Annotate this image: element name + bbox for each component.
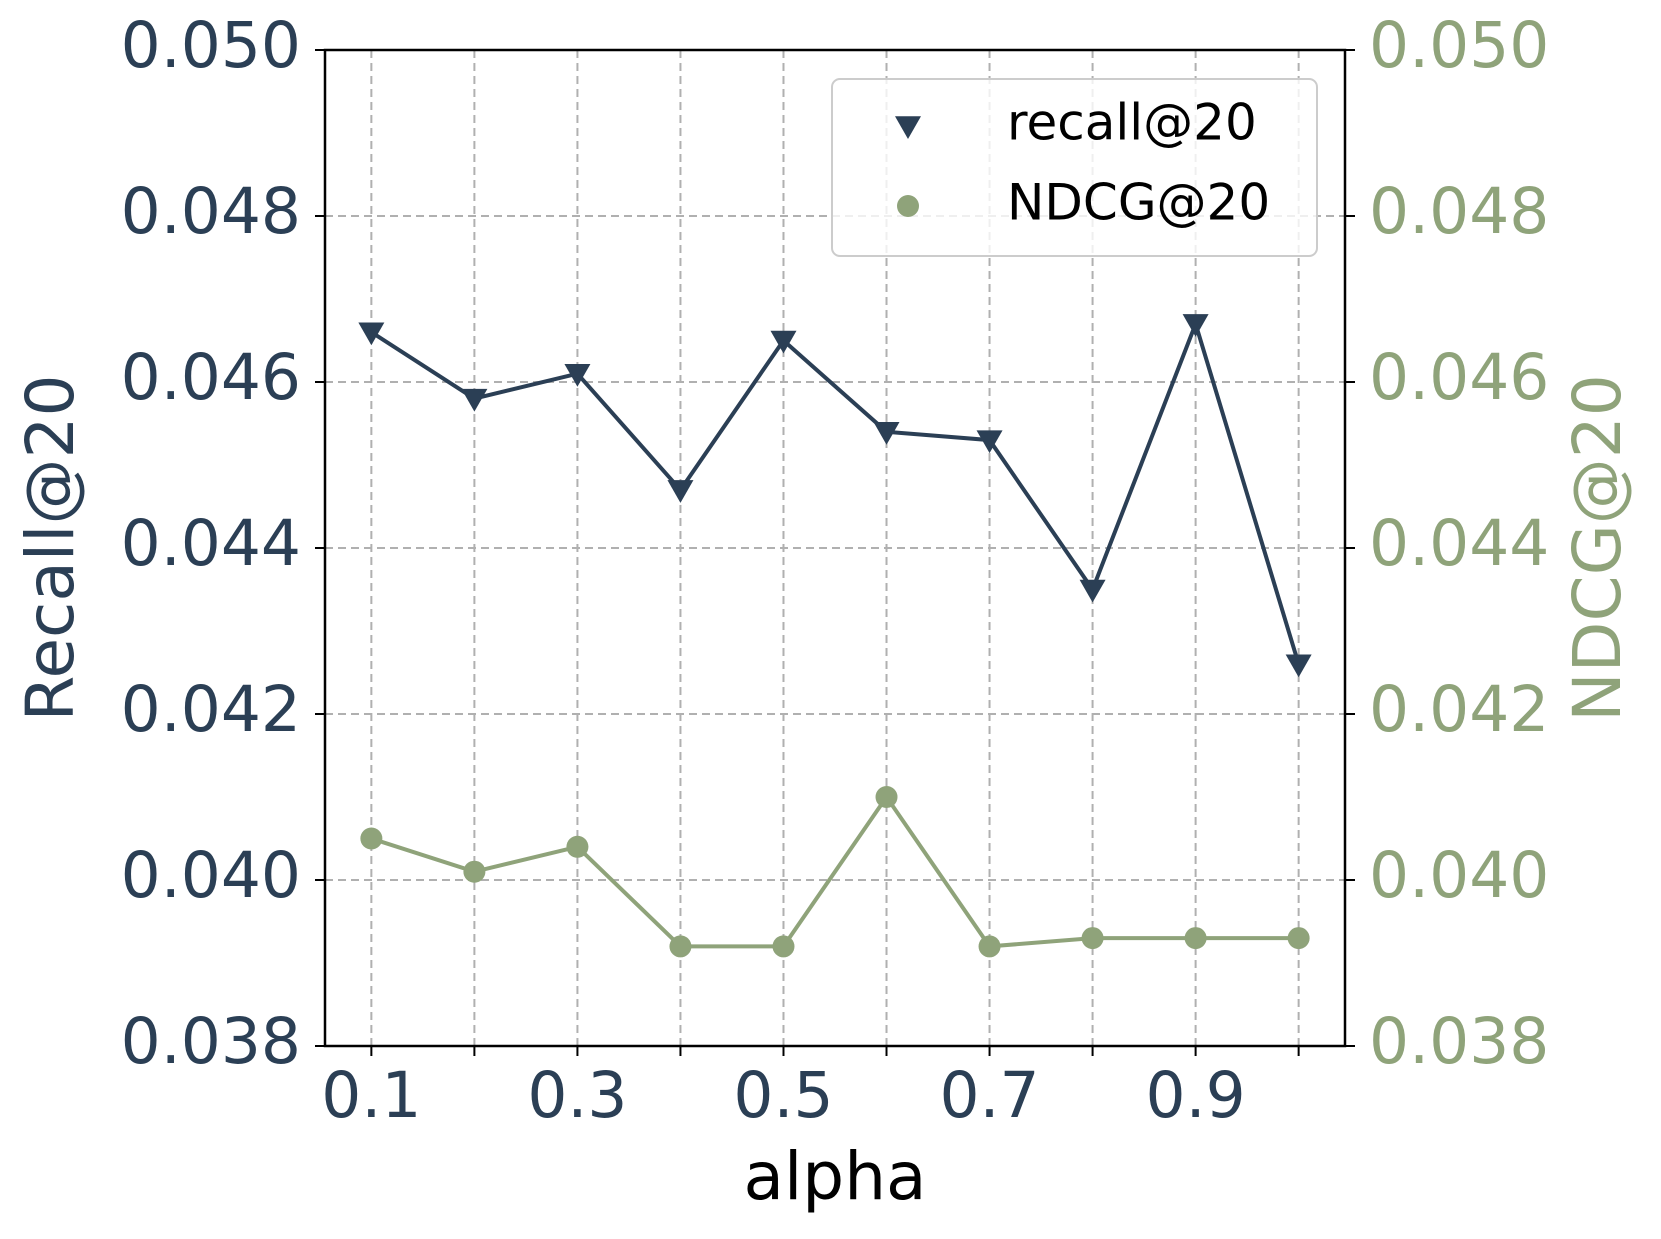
legend-label: recall@20 [1007, 94, 1257, 152]
marker [895, 116, 921, 139]
marker [1182, 314, 1209, 337]
y2-tick-label: 0.044 [1369, 507, 1549, 580]
x-tick-label: 0.7 [939, 1059, 1039, 1132]
series-line [370, 793, 1299, 949]
y-axis-label: Recall@20 [12, 375, 89, 722]
x-tick-label: 0.9 [1146, 1059, 1246, 1132]
y-tick-label: 0.044 [121, 507, 301, 580]
marker [1184, 927, 1207, 950]
y2-tick-label: 0.048 [1369, 175, 1549, 248]
marker [875, 786, 898, 808]
y2-axis-label: NDCG@20 [1559, 374, 1636, 721]
marker [566, 835, 589, 858]
marker [772, 935, 795, 958]
y-tick-label: 0.038 [121, 1005, 301, 1078]
marker [976, 430, 1003, 454]
marker [1081, 927, 1104, 950]
marker [873, 422, 900, 445]
y-tick-label: 0.042 [121, 673, 301, 746]
marker [463, 860, 486, 883]
marker [897, 195, 919, 217]
legend: recall@20 NDCG@20 [831, 78, 1318, 257]
y-tick-label: 0.048 [121, 175, 301, 248]
x-tick-label: 0.5 [733, 1059, 833, 1132]
y-tick-label: 0.046 [121, 341, 301, 414]
y-tick-label: 0.040 [121, 839, 301, 912]
plot-frame [323, 48, 1347, 1048]
y2-tick-label: 0.040 [1369, 839, 1549, 912]
x-tick-label: 0.3 [527, 1059, 627, 1132]
y2-tick-label: 0.042 [1369, 673, 1549, 746]
marker [770, 330, 797, 354]
series-line [370, 317, 1301, 665]
marker [667, 480, 694, 503]
y2-tick-label: 0.038 [1369, 1005, 1549, 1078]
y2-tick-label: 0.046 [1369, 341, 1549, 414]
x-axis-label: alpha [744, 1138, 927, 1215]
x-tick-label: 0.1 [321, 1059, 421, 1132]
marker [669, 935, 692, 958]
marker [1285, 654, 1312, 678]
y2-tick-label: 0.050 [1369, 9, 1549, 82]
legend-label: NDCG@20 [1007, 174, 1270, 232]
marker [564, 363, 591, 387]
legend-box [831, 78, 1318, 257]
marker [1079, 579, 1106, 603]
marker [461, 388, 488, 412]
y-tick-label: 0.050 [121, 9, 301, 82]
marker [1287, 927, 1310, 950]
marker [358, 322, 385, 346]
marker [360, 827, 383, 850]
marker [978, 935, 1001, 958]
